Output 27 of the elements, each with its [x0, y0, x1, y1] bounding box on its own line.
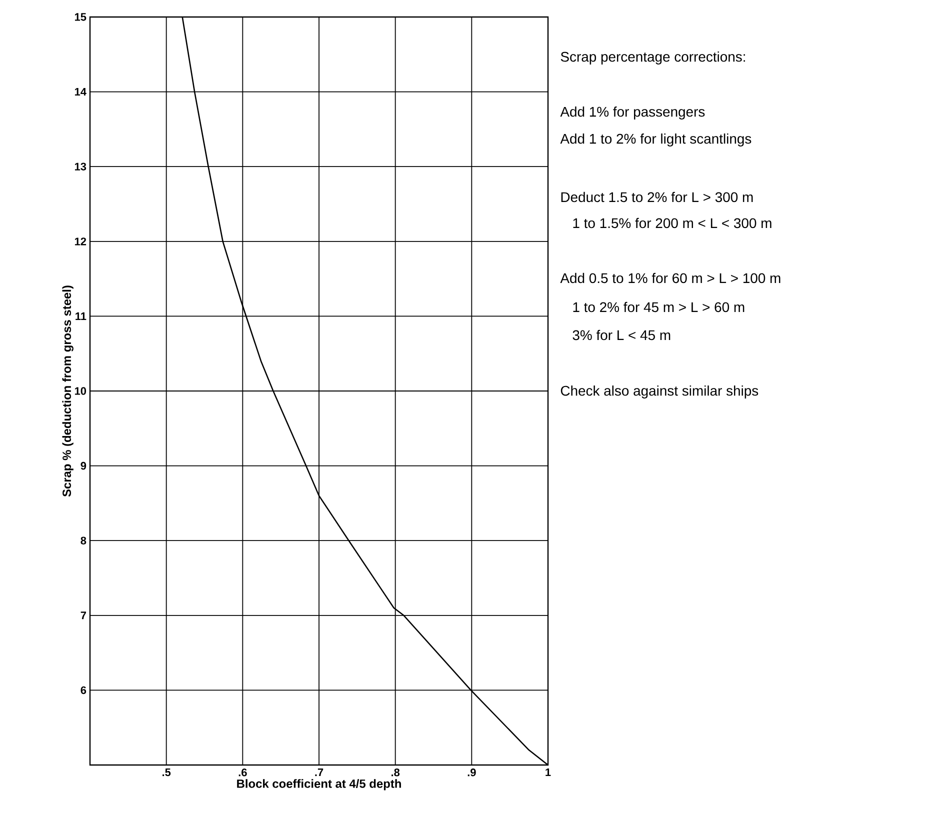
x-tick-label: .5 [162, 768, 171, 776]
y-tick-label: 8 [80, 536, 86, 544]
x-tick-label: 1 [546, 768, 551, 776]
y-tick-label: 6 [80, 686, 86, 694]
y-tick-label: 10 [74, 387, 86, 395]
text: 3% for L < 45 m [572, 330, 670, 340]
y-tick-label: 11 [76, 312, 86, 320]
y-tick-label: 13 [74, 162, 86, 170]
y-tick-label: 15 [74, 13, 86, 21]
text: Add 1 to 2% for light scantlings [560, 133, 752, 146]
text: 1 to 2% for 45 m > L > 60 m [573, 302, 744, 312]
y-tick-label: 14 [74, 88, 86, 96]
x-tick-label: .8 [392, 768, 400, 776]
text: Add 1% for passengers [560, 106, 705, 120]
y-tick-label: 9 [80, 462, 86, 470]
y-tick-label: 12 [74, 238, 86, 246]
text: 1 to 1.5% for 200 m < L < 300 m [573, 218, 772, 228]
y-tick-label: 7 [80, 612, 86, 620]
x-tick-label: .7 [315, 768, 324, 776]
text: Check also against similar ships [560, 385, 758, 398]
x-tick-label: .6 [238, 768, 247, 776]
y-axis-title: Scrap % (deduction from gross steel) [62, 286, 74, 497]
text: Deduct 1.5 to 2% for L > 300 m [561, 192, 753, 202]
x-tick-label: .9 [468, 768, 476, 776]
text: Add 0.5 to 1% for 60 m > L > 100 m [560, 272, 780, 284]
text: Scrap percentage corrections: [560, 51, 745, 64]
x-axis-title: Block coefficient at 4/5 depth [237, 779, 401, 790]
